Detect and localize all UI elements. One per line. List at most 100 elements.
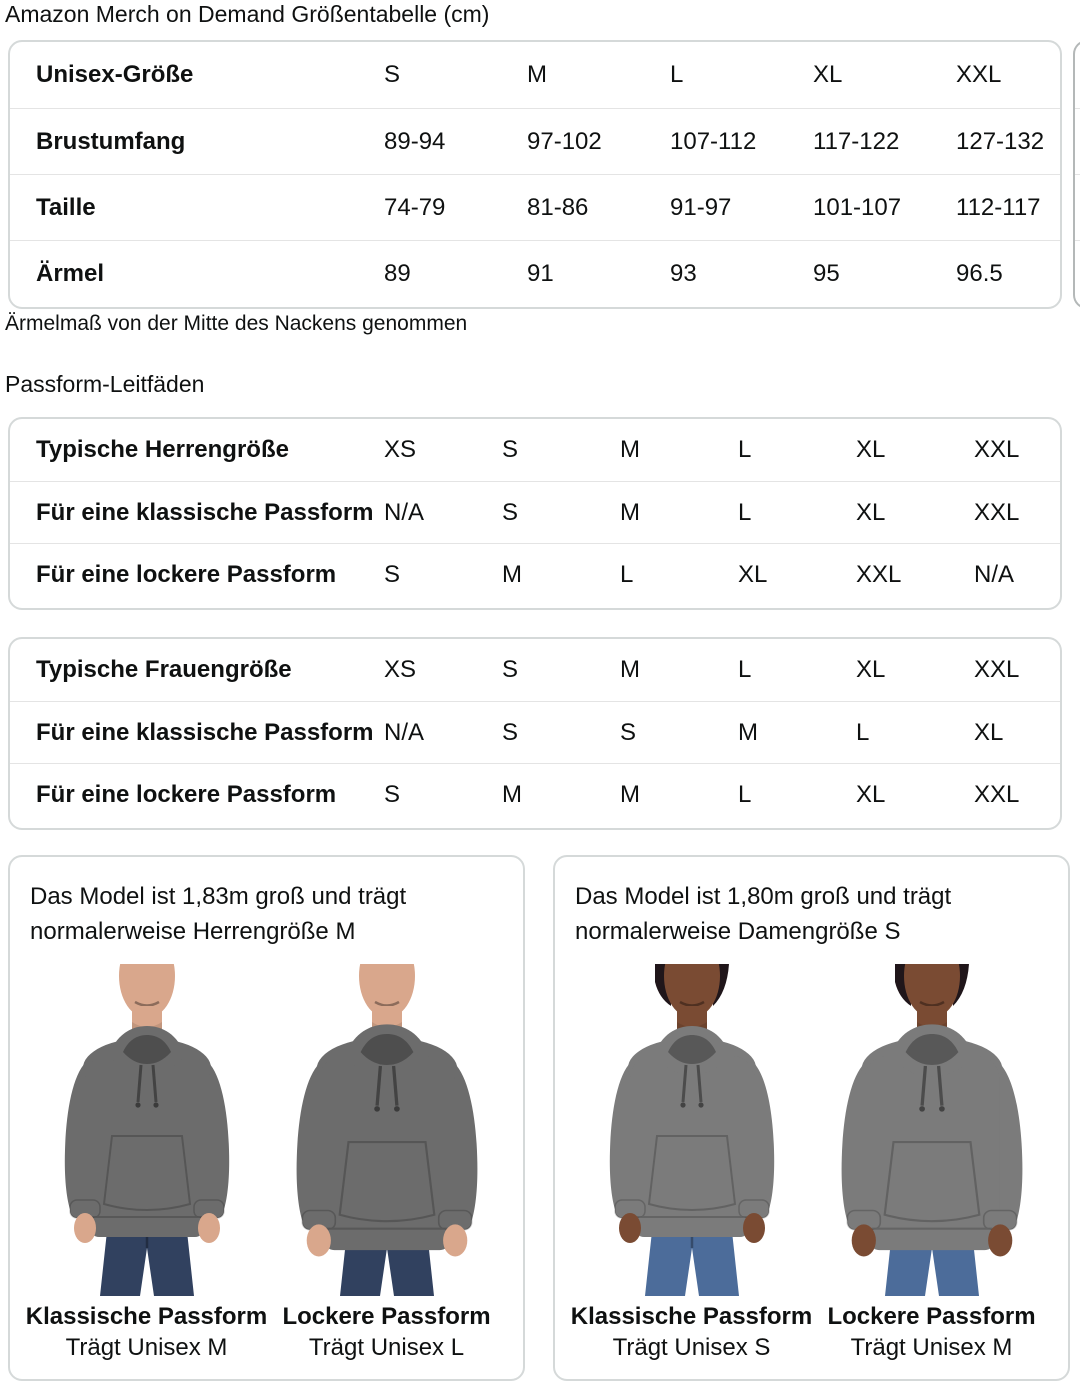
fit-caption: Klassische Passform: [25, 1303, 268, 1330]
size-cell: XL: [856, 498, 886, 526]
model-figure-classic: Klassische Passform Trägt Unisex S: [571, 964, 812, 1362]
size-caption: Trägt Unisex M: [65, 1334, 228, 1361]
size-cell: L: [856, 718, 870, 746]
row-label: Typische Frauengröße: [36, 656, 292, 683]
measure-cell: 91: [527, 259, 554, 287]
size-cell: M: [620, 780, 640, 808]
size-cell: M: [502, 780, 522, 808]
model-figure-classic: Klassische Passform Trägt Unisex M: [26, 964, 267, 1362]
size-cell: S: [384, 780, 401, 808]
model-figure-loose: Lockere Passform Trägt Unisex L: [271, 964, 503, 1362]
size-cell: S: [502, 656, 519, 683]
size-cell: N/A: [384, 718, 425, 746]
row-label: Taille: [36, 193, 96, 221]
fit-guides-heading: Passform-Leitfäden: [5, 371, 205, 397]
size-cell: M: [527, 61, 547, 88]
unisex-size-table[interactable]: Unisex-Größe S M L XL XXL Brustumfang 89…: [8, 40, 1062, 309]
size-cell: XXL: [956, 61, 1002, 88]
size-cell: XL: [974, 718, 1004, 746]
page-title: Amazon Merch on Demand Größentabelle (cm…: [5, 1, 490, 27]
size-cell: XXL: [974, 656, 1020, 683]
size-cell: XL: [856, 656, 886, 683]
measure-cell: 107-112: [670, 127, 757, 155]
size-cell: S: [502, 718, 519, 746]
women-typical-row: Typische Frauengröße XS S M L XL XXL: [10, 639, 1060, 701]
women-classic-row: Für eine klassische Passform N/A S S M L…: [10, 701, 1060, 763]
men-loose-row: Für eine lockere Passform S M L XL XXL N…: [10, 543, 1060, 605]
size-cell: XL: [738, 560, 768, 588]
size-cell: M: [620, 436, 640, 463]
size-cell: M: [620, 656, 640, 683]
size-cell: L: [738, 498, 752, 526]
size-cell: S: [502, 498, 519, 526]
size-cell: S: [384, 61, 401, 88]
size-cell: XL: [856, 436, 886, 463]
measure-cell: 93: [670, 259, 697, 287]
fit-caption: Klassische Passform: [570, 1303, 813, 1330]
waist-row: Taille 74-79 81-86 91-97 101-107 112-117: [10, 174, 1060, 240]
size-table-header-row: Unisex-Größe S M L XL XXL: [10, 42, 1060, 108]
size-cell: L: [670, 61, 684, 88]
row-label: Für eine klassische Passform: [36, 498, 374, 526]
size-cell: S: [620, 718, 637, 746]
sleeve-measure-note: Ärmelmaß von der Mitte des Nackens genom…: [5, 312, 468, 335]
female-model-loose-photo: [831, 964, 1033, 1296]
size-cell: S: [502, 436, 519, 463]
model-figure-loose: Lockere Passform Trägt Unisex M: [816, 964, 1048, 1362]
male-model-classic-photo: [46, 964, 248, 1296]
model-photos-row: Klassische Passform Trägt Unisex S Locke…: [571, 964, 1048, 1362]
size-cell: M: [502, 560, 522, 588]
measure-cell: 97-102: [527, 127, 602, 155]
size-cell: XXL: [974, 498, 1020, 526]
female-model-classic-photo: [591, 964, 793, 1296]
men-typical-row: Typische Herrengröße XS S M L XL XXL: [10, 419, 1060, 481]
fit-caption: Lockere Passform: [827, 1303, 1036, 1330]
model-card-women: Das Model ist 1,80m groß und trägt norma…: [553, 855, 1070, 1381]
measure-cell: 81-86: [527, 193, 589, 221]
women-fit-table: Typische Frauengröße XS S M L XL XXL Für…: [8, 637, 1062, 830]
size-cell: L: [738, 436, 752, 463]
measure-cell: 89: [384, 259, 411, 287]
row-label: Unisex-Größe: [36, 61, 194, 88]
row-label: Für eine klassische Passform: [36, 718, 374, 746]
women-loose-row: Für eine lockere Passform S M M L XL XXL: [10, 763, 1060, 825]
size-cell: XXL: [974, 780, 1020, 808]
measure-cell: 91-97: [670, 193, 732, 221]
row-label: Ärmel: [36, 259, 105, 287]
model-description: Das Model ist 1,83m groß und trägt norma…: [30, 883, 407, 945]
measure-cell: 74-79: [384, 193, 446, 221]
measure-cell: 96.5: [956, 259, 1003, 287]
measure-cell: 101-107: [813, 193, 902, 221]
size-cell: S: [384, 560, 401, 588]
fit-caption: Lockere Passform: [282, 1303, 491, 1330]
next-size-chart-card-peek[interactable]: [1073, 40, 1080, 309]
size-cell: XS: [384, 656, 417, 683]
size-cell: XL: [813, 61, 843, 88]
size-cell: L: [620, 560, 634, 588]
measure-cell: 112-117: [956, 193, 1041, 221]
size-cell: M: [738, 718, 758, 746]
chest-row: Brustumfang 89-94 97-102 107-112 117-122…: [10, 108, 1060, 174]
size-caption: Trägt Unisex M: [850, 1334, 1013, 1361]
men-fit-table: Typische Herrengröße XS S M L XL XXL Für…: [8, 417, 1062, 610]
measure-cell: 127-132: [956, 127, 1045, 155]
model-description: Das Model ist 1,80m groß und trägt norma…: [575, 883, 952, 945]
size-caption: Trägt Unisex L: [308, 1334, 465, 1361]
row-label: Brustumfang: [36, 127, 186, 155]
row-label: Für eine lockere Passform: [36, 560, 337, 588]
size-cell: XXL: [974, 436, 1020, 463]
measure-cell: 95: [813, 259, 840, 287]
sleeve-row: Ärmel 89 91 93 95 96.5: [10, 240, 1060, 306]
row-label: Typische Herrengröße: [36, 436, 289, 463]
measure-cell: 117-122: [813, 127, 900, 155]
row-label: Für eine lockere Passform: [36, 780, 337, 808]
size-cell: L: [738, 656, 752, 683]
male-model-loose-photo: [286, 964, 488, 1296]
size-cell: XS: [384, 436, 417, 463]
size-cell: L: [738, 780, 752, 808]
size-cell: N/A: [974, 560, 1015, 588]
model-photos-row: Klassische Passform Trägt Unisex M Locke…: [26, 964, 503, 1362]
size-cell: XXL: [856, 560, 902, 588]
model-card-men: Das Model ist 1,83m groß und trägt norma…: [8, 855, 525, 1381]
